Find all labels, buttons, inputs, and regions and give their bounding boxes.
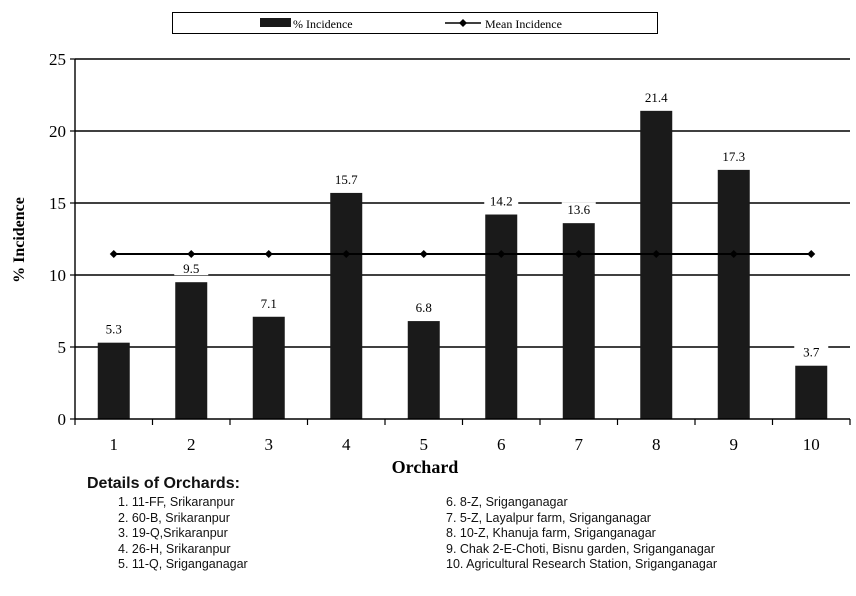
data-label: 17.3 xyxy=(722,149,745,164)
mean-marker xyxy=(497,249,506,258)
bar xyxy=(407,321,440,419)
orchard-detail-item: 3. 19-Q,Srikaranpur xyxy=(118,526,228,541)
data-label: 14.2 xyxy=(490,194,513,209)
x-axis-label: Orchard xyxy=(392,457,459,477)
x-tick-label: 8 xyxy=(652,435,661,454)
orchard-detail-item: 9. Chak 2-E-Choti, Bisnu garden, Srigang… xyxy=(446,541,715,556)
details-title: Details of Orchards: xyxy=(87,475,240,492)
bar xyxy=(485,214,518,419)
data-label: 6.8 xyxy=(416,300,432,315)
data-label: 3.7 xyxy=(803,345,820,360)
orchard-detail-item: 4. 26-H, Srikaranpur xyxy=(118,541,231,556)
mean-marker xyxy=(729,249,738,258)
bar xyxy=(175,282,208,419)
data-label-bg xyxy=(794,344,829,359)
bar xyxy=(795,365,828,419)
orchard-detail-item: 6. 8-Z, Sriganganagar xyxy=(446,495,568,509)
legend-label: % Incidence xyxy=(293,17,353,31)
mean-marker xyxy=(574,249,583,258)
data-label-bg xyxy=(329,171,364,186)
y-tick-label: 0 xyxy=(58,410,67,429)
legend xyxy=(172,12,658,34)
orchard-detail-item: 2. 60-B, Srikaranpur xyxy=(118,510,230,525)
x-tick-label: 4 xyxy=(342,435,351,454)
legend-items: % Incidence Mean Incidence xyxy=(260,17,562,31)
bars xyxy=(97,110,828,419)
orchard-details: Details of Orchards: 1. 11-FF, Srikaranp… xyxy=(87,475,847,573)
legend-label: Mean Incidence xyxy=(485,17,562,31)
data-label-bg xyxy=(96,321,131,336)
data-label-bg xyxy=(251,295,286,310)
x-tick-label: 2 xyxy=(187,435,196,454)
data-label-bg xyxy=(561,202,596,217)
legend-swatch-marker xyxy=(459,19,467,27)
data-labels: 5.3 9.5 7.1 15.7 6.8 14.2 13.6 21.4 17.3 3.7 xyxy=(96,89,829,360)
mean-marker xyxy=(807,249,816,258)
y-tick-label: 20 xyxy=(49,122,66,141)
orchard-detail-item: 8. 10-Z, Khanuja farm, Sriganganagar xyxy=(446,526,656,541)
tick-labels: 0 5 10 15 20 25 1 2 3 4 5 6 7 8 9 10 xyxy=(49,50,820,454)
mean-marker xyxy=(652,249,661,258)
x-tick-label: 6 xyxy=(497,435,506,454)
orchard-detail-item: 7. 5-Z, Layalpur farm, Sriganganagar xyxy=(446,510,651,525)
bar xyxy=(330,192,363,419)
orchard-detail-item: 5. 11-Q, Sriganganagar xyxy=(118,557,248,572)
x-tick-label: 9 xyxy=(730,435,739,454)
data-label: 7.1 xyxy=(261,296,277,311)
mean-line-series xyxy=(109,249,816,258)
bar xyxy=(252,316,285,419)
data-label: 15.7 xyxy=(335,172,358,187)
bar-chart: 5.3 9.5 7.1 15.7 6.8 14.2 13.6 21.4 17.3 3.7 0 5 10… xyxy=(11,17,851,477)
axes xyxy=(70,58,851,425)
x-tick-label: 1 xyxy=(110,435,119,454)
data-label-bg xyxy=(484,193,519,208)
y-tick-label: 25 xyxy=(49,50,66,69)
data-label: 5.3 xyxy=(106,322,122,337)
y-axis-label: % Incidence xyxy=(11,197,28,283)
data-label-bg xyxy=(716,148,751,163)
mean-marker xyxy=(264,249,273,258)
x-tick-label: 5 xyxy=(420,435,429,454)
x-tick-label: 10 xyxy=(803,435,820,454)
details-left-column: 1. 11-FF, Srikaranpur 2. 60-B, Srikaranp… xyxy=(87,495,437,573)
y-tick-label: 5 xyxy=(58,338,67,357)
data-label: 9.5 xyxy=(183,261,199,276)
bar xyxy=(640,110,673,419)
data-label-bg xyxy=(406,300,441,315)
orchard-detail-item: 1. 11-FF, Srikaranpur xyxy=(118,495,235,509)
data-label-bg xyxy=(639,89,674,104)
mean-marker xyxy=(342,249,351,258)
y-tick-label: 10 xyxy=(49,266,66,285)
data-label: 13.6 xyxy=(567,202,590,217)
legend-swatch-bar xyxy=(260,18,291,27)
mean-marker xyxy=(419,249,428,258)
bar xyxy=(97,342,130,419)
mean-marker xyxy=(109,249,118,258)
bar xyxy=(717,169,750,419)
mean-marker xyxy=(187,249,196,258)
details-right-column: 6. 8-Z, Sriganganagar 7. 5-Z, Layalpur f… xyxy=(437,495,717,573)
data-label-bg xyxy=(174,261,209,276)
x-tick-label: 3 xyxy=(265,435,274,454)
x-tick-label: 7 xyxy=(575,435,584,454)
orchard-detail-item: 10. Agricultural Research Station, Sriga… xyxy=(446,557,717,572)
data-label: 21.4 xyxy=(645,90,668,105)
y-tick-label: 15 xyxy=(49,194,66,213)
